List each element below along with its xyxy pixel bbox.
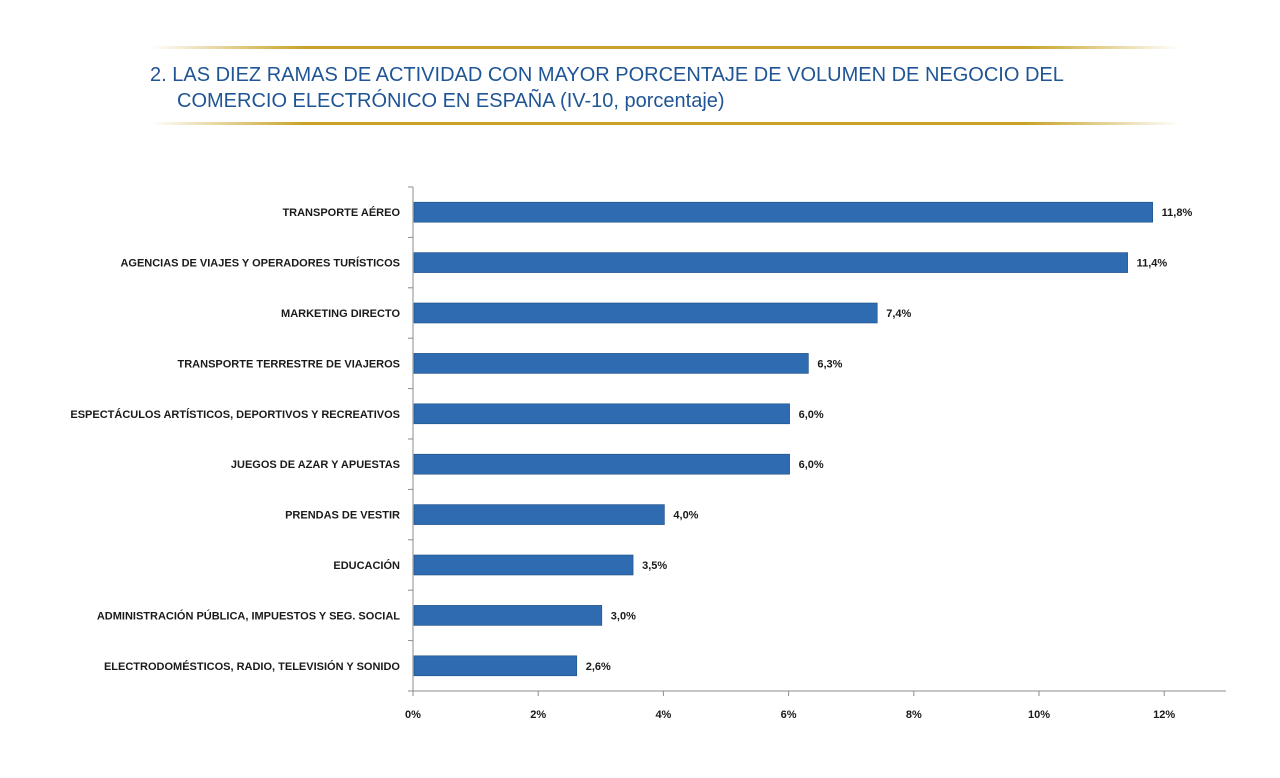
bar [413, 453, 790, 475]
category-label: PRENDAS DE VESTIR [285, 510, 400, 522]
bar [413, 554, 634, 576]
data-label: 6,0% [799, 409, 824, 421]
category-label: TRANSPORTE TERRESTRE DE VIAJEROS [178, 358, 400, 370]
x-tick-label: 10% [1028, 709, 1050, 721]
category-label: EDUCACIÓN [333, 559, 400, 572]
x-tick-label: 4% [655, 709, 671, 721]
chart-title-line-2: COMERCIO ELECTRÓNICO EN ESPAÑA (IV-10, p… [177, 90, 725, 112]
category-label: ADMINISTRACIÓN PÚBLICA, IMPUESTOS Y SEG.… [97, 609, 400, 622]
data-label: 7,4% [886, 308, 911, 320]
title-rule-top [150, 46, 1180, 49]
category-label: ELECTRODOMÉSTICOS, RADIO, TELEVISIÓN Y S… [104, 660, 400, 673]
category-label: MARKETING DIRECTO [281, 308, 400, 320]
x-tick-label: 0% [405, 709, 421, 721]
category-label: AGENCIAS DE VIAJES Y OPERADORES TURÍSTIC… [120, 257, 400, 270]
bar [413, 201, 1153, 223]
data-label: 6,0% [799, 459, 824, 471]
bar [413, 403, 790, 425]
x-tick-label: 6% [781, 709, 797, 721]
data-label: 3,0% [611, 610, 636, 622]
bar [413, 605, 603, 626]
data-label: 4,0% [673, 510, 698, 522]
category-label: JUEGOS DE AZAR Y APUESTAS [231, 459, 400, 471]
x-tick-label: 8% [906, 709, 922, 721]
chart-title: 2. LAS DIEZ RAMAS DE ACTIVIDAD CON MAYOR… [150, 62, 1170, 114]
bar [413, 504, 665, 525]
data-label: 11,4% [1137, 258, 1168, 270]
data-label: 2,6% [586, 661, 611, 673]
data-label: 3,5% [642, 560, 667, 572]
bar [413, 655, 578, 677]
chart-title-line-1: 2. LAS DIEZ RAMAS DE ACTIVIDAD CON MAYOR… [150, 64, 1064, 86]
data-label: 6,3% [817, 358, 842, 370]
title-rule-bottom [150, 122, 1180, 125]
x-tick-label: 12% [1153, 709, 1175, 721]
bar [413, 302, 878, 324]
data-label: 11,8% [1162, 207, 1193, 219]
category-label: ESPECTÁCULOS ARTÍSTICOS, DEPORTIVOS Y RE… [70, 408, 400, 421]
bar [413, 252, 1128, 273]
bar [413, 353, 809, 374]
category-label: TRANSPORTE AÉREO [282, 206, 400, 219]
x-tick-label: 2% [530, 709, 546, 721]
